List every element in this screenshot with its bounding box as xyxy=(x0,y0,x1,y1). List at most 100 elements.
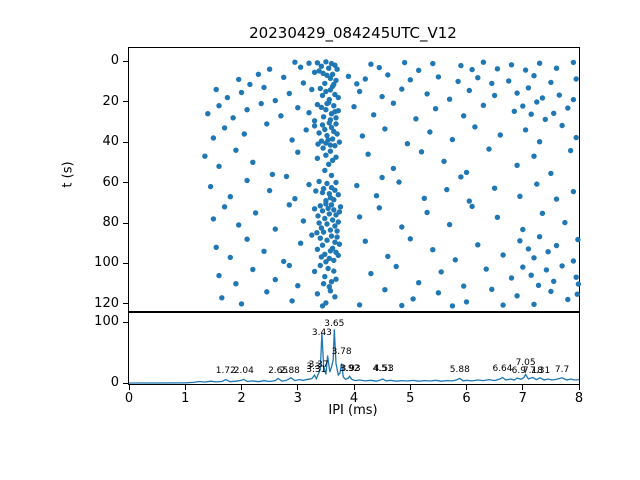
scatter-point xyxy=(315,213,321,219)
scatter-point xyxy=(236,222,242,228)
scatter-point xyxy=(475,242,481,248)
scatter-point xyxy=(286,262,292,269)
x-tick-mark xyxy=(409,384,411,390)
scatter-point xyxy=(328,202,335,208)
scatter-point xyxy=(319,122,326,128)
peak-label: 3.92 xyxy=(339,363,360,374)
scatter-point xyxy=(316,178,322,185)
x-tick-mark xyxy=(297,384,299,390)
scatter-point xyxy=(356,88,363,95)
scatter-point xyxy=(535,282,542,288)
scatter-point xyxy=(356,302,363,308)
scatter-point xyxy=(424,91,430,97)
scatter-point xyxy=(317,203,323,209)
scatter-point xyxy=(323,201,329,207)
scatter-point xyxy=(511,108,517,114)
scatter-point xyxy=(318,254,325,260)
scatter-point xyxy=(332,109,338,115)
scatter-point xyxy=(362,238,368,244)
scatter-point xyxy=(295,149,301,155)
scatter-point xyxy=(316,68,322,74)
scatter-point xyxy=(371,112,377,118)
x-tick-label: 5 xyxy=(406,391,415,406)
scatter-point xyxy=(319,92,326,99)
scatter-point xyxy=(491,92,498,99)
scatter-point xyxy=(404,141,411,147)
scatter-point xyxy=(508,275,515,281)
scatter-point xyxy=(227,254,233,261)
scatter-point xyxy=(329,136,336,142)
scatter-point xyxy=(356,214,363,220)
scatter-point xyxy=(575,281,582,287)
scatter-point xyxy=(250,266,256,273)
scatter-point xyxy=(224,94,231,101)
scatter-point xyxy=(399,302,405,309)
scatter-point xyxy=(255,71,262,77)
scatter-point xyxy=(314,291,321,297)
scatter-point xyxy=(553,242,560,249)
y-tick-mark xyxy=(123,101,129,103)
scatter-point xyxy=(441,158,447,164)
peak-label: 3.65 xyxy=(324,319,345,330)
scatter-point xyxy=(570,258,577,264)
scatter-point xyxy=(469,203,475,210)
scatter-point xyxy=(327,195,334,201)
scatter-series xyxy=(202,59,582,309)
scatter-point xyxy=(382,126,388,132)
scatter-point xyxy=(314,101,321,108)
scatter-point xyxy=(570,96,577,103)
scatter-point xyxy=(221,125,228,131)
scatter-point xyxy=(548,79,554,86)
scatter-point xyxy=(531,73,537,79)
scatter-point xyxy=(435,74,442,80)
peak-label: 7.05 xyxy=(515,357,536,368)
x-tick-mark xyxy=(184,384,186,390)
scatter-point xyxy=(205,111,211,117)
scatter-point xyxy=(354,182,360,189)
scatter-point xyxy=(324,100,330,107)
scatter-point xyxy=(407,236,413,242)
x-tick-label: 8 xyxy=(574,391,584,406)
scatter-point xyxy=(213,86,219,93)
scatter-point xyxy=(553,196,560,202)
scatter-point xyxy=(313,188,319,194)
scatter-point xyxy=(522,127,529,133)
scatter-point xyxy=(399,224,405,230)
scatter-point xyxy=(331,268,337,274)
scatter-point xyxy=(475,75,481,81)
scatter-point xyxy=(216,103,222,109)
peak-label: 6.64 xyxy=(492,364,513,375)
scatter-point xyxy=(332,187,338,193)
x-axis-label: IPI (ms) xyxy=(328,403,378,418)
scatter-point xyxy=(458,174,464,180)
scatter-point xyxy=(324,221,330,227)
scatter-point xyxy=(520,226,526,233)
scatter-point xyxy=(272,97,278,104)
scatter-point xyxy=(292,196,298,202)
scatter-point xyxy=(324,237,330,243)
scatter-point xyxy=(427,129,433,135)
scatter-point xyxy=(438,269,444,275)
scatter-point xyxy=(327,75,334,81)
scatter-point xyxy=(332,223,338,229)
scatter-point xyxy=(575,236,581,243)
scatter-point xyxy=(311,268,318,275)
scatter-point xyxy=(261,248,267,254)
scatter-point xyxy=(536,234,543,240)
scatter-point xyxy=(327,248,334,254)
scatter-point xyxy=(295,105,301,111)
scatter-point xyxy=(325,265,331,272)
scatter-point xyxy=(318,63,325,69)
scatter-point xyxy=(320,229,327,235)
y-tick-label: 80 xyxy=(102,215,119,230)
scatter-point xyxy=(292,59,298,65)
x-tick-label: 0 xyxy=(124,391,134,406)
scatter-point xyxy=(421,195,427,201)
scatter-point xyxy=(365,151,371,157)
scatter-point xyxy=(469,66,475,73)
scatter-point xyxy=(528,111,534,117)
y-tick-label: 20 xyxy=(102,93,119,109)
scatter-point xyxy=(316,130,322,136)
scatter-point xyxy=(517,193,523,199)
scatter-point xyxy=(326,120,332,126)
